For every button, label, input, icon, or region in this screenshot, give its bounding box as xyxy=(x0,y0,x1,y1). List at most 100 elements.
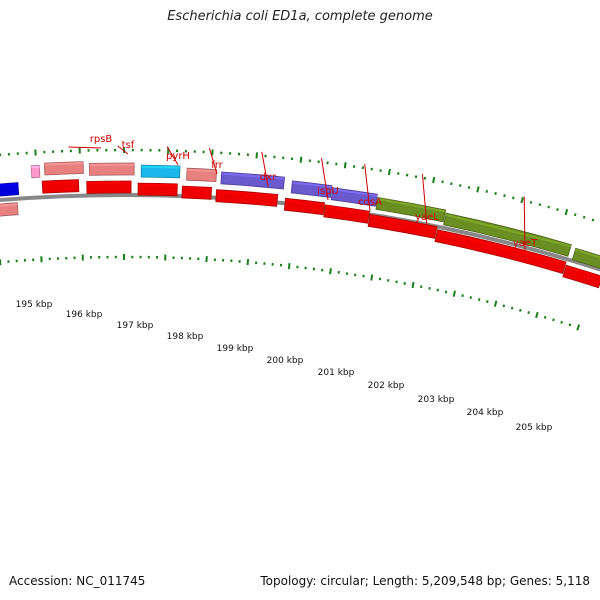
cds-reverse-feature-highlight xyxy=(369,214,437,230)
major-tick xyxy=(411,281,415,289)
outer-tick-ring xyxy=(0,147,595,222)
minor-tick xyxy=(405,173,409,177)
gene-labels: rpsB tsf pyrH frr dxr ispU cdsA yaeL yaeT xyxy=(90,134,538,249)
minor-tick xyxy=(423,176,427,180)
cds-reverse-feature-highlight xyxy=(86,181,132,184)
cds-feature-highlight xyxy=(44,162,84,166)
gene-label-frr: frr xyxy=(211,160,223,171)
major-tick xyxy=(329,268,332,275)
kbp-label: 200 kbp xyxy=(267,356,304,366)
cds-reverse-feature-highlight xyxy=(216,190,278,197)
gene-label-rpsB: rpsB xyxy=(90,134,113,145)
green-feature xyxy=(443,212,572,257)
gene-label-ispU: ispU xyxy=(317,186,339,197)
kbp-label: 198 kbp xyxy=(167,332,204,342)
kbp-label: 203 kbp xyxy=(418,395,455,405)
major-tick xyxy=(535,311,539,319)
inner-tick-ring xyxy=(0,254,581,331)
major-tick xyxy=(576,324,581,331)
minor-tick xyxy=(519,308,522,312)
purple-feature-highlight xyxy=(221,172,285,180)
minor-tick xyxy=(512,196,515,200)
accession-text: Accession: NC_011745 xyxy=(9,574,146,588)
trna-feature-highlight xyxy=(141,165,181,169)
cds-reverse-feature-highlight xyxy=(138,183,178,187)
gene-label-yaeL: yaeL xyxy=(415,212,439,223)
kbp-label: 202 kbp xyxy=(368,381,405,391)
cds-reverse-feature xyxy=(367,213,438,239)
major-tick xyxy=(564,208,569,216)
minor-tick xyxy=(560,320,563,324)
minor-tick xyxy=(436,288,440,292)
cds-reverse-feature xyxy=(434,229,567,274)
trna-feature xyxy=(140,164,181,179)
minor-tick xyxy=(461,294,464,298)
cds-reverse-feature xyxy=(86,180,132,194)
gene-leader xyxy=(321,158,329,201)
purple-feature-highlight xyxy=(292,181,332,189)
cds-reverse-feature-highlight xyxy=(42,180,79,184)
pink-feature xyxy=(30,164,41,179)
cds-reverse-feature xyxy=(323,204,370,224)
minor-tick xyxy=(395,280,398,284)
gene-label-dxr: dxr xyxy=(260,172,277,183)
major-tick xyxy=(343,162,347,169)
gene-leader xyxy=(261,151,269,187)
minor-tick xyxy=(591,218,595,222)
minor-tick xyxy=(527,311,530,315)
green-feature-highlight xyxy=(377,197,446,213)
major-tick xyxy=(493,300,498,307)
purple-feature xyxy=(330,187,378,207)
cds-reverse-feature-highlight xyxy=(285,198,325,206)
green-feature xyxy=(571,247,600,269)
minor-tick xyxy=(529,200,533,204)
major-tick xyxy=(387,168,391,176)
minor-tick xyxy=(568,323,572,327)
gene-leader xyxy=(421,173,428,227)
minor-tick xyxy=(459,184,462,187)
minor-tick xyxy=(538,203,542,207)
kbp-label: 195 kbp xyxy=(16,300,53,310)
minor-tick xyxy=(467,186,471,189)
cds-reverse-feature xyxy=(562,264,600,289)
kbp-labels: 195 kbp 196 kbp 197 kbp 198 kbp 199 kbp 200 k… xyxy=(16,300,553,433)
minor-tick xyxy=(441,180,444,184)
minor-tick xyxy=(494,192,497,195)
minor-tick xyxy=(552,318,555,322)
cds-reverse-feature-highlight xyxy=(325,205,370,214)
gene-leader xyxy=(208,148,218,175)
gene-label-yaeT: yaeT xyxy=(513,238,538,249)
gene-leader xyxy=(166,146,179,166)
blue-feature-highlight xyxy=(0,183,19,187)
minor-tick xyxy=(420,285,423,289)
green-feature xyxy=(375,197,447,223)
kbp-label: 199 kbp xyxy=(217,344,254,354)
gene-label-pyrH: pyrH xyxy=(166,151,190,162)
minor-tick xyxy=(547,205,550,209)
major-tick xyxy=(520,196,524,204)
kbp-label: 201 kbp xyxy=(318,368,355,378)
minor-tick xyxy=(450,182,453,186)
purple-feature xyxy=(220,171,286,190)
minor-tick xyxy=(503,194,506,198)
minor-tick xyxy=(543,315,547,319)
minor-tick xyxy=(444,290,448,294)
cds-reverse-feature-highlight xyxy=(182,186,212,190)
major-tick xyxy=(299,156,303,163)
minor-tick xyxy=(387,278,390,282)
minor-tick xyxy=(573,213,577,217)
gene-label-tsf: tsf xyxy=(122,140,135,151)
kbp-label: 197 kbp xyxy=(117,321,154,331)
minor-tick xyxy=(582,215,586,219)
major-tick xyxy=(476,186,480,193)
minor-tick xyxy=(403,282,406,285)
green-feature-highlight xyxy=(445,213,572,248)
cds-feature-highlight xyxy=(186,168,217,173)
minor-tick xyxy=(485,189,489,193)
major-tick xyxy=(370,274,374,281)
topology-text: Topology: circular; Length: 5,209,548 bp… xyxy=(260,574,590,588)
major-tick xyxy=(287,262,291,270)
gene-leader xyxy=(68,146,102,149)
label-leaders xyxy=(68,145,526,253)
kbp-label: 205 kbp xyxy=(516,423,553,433)
